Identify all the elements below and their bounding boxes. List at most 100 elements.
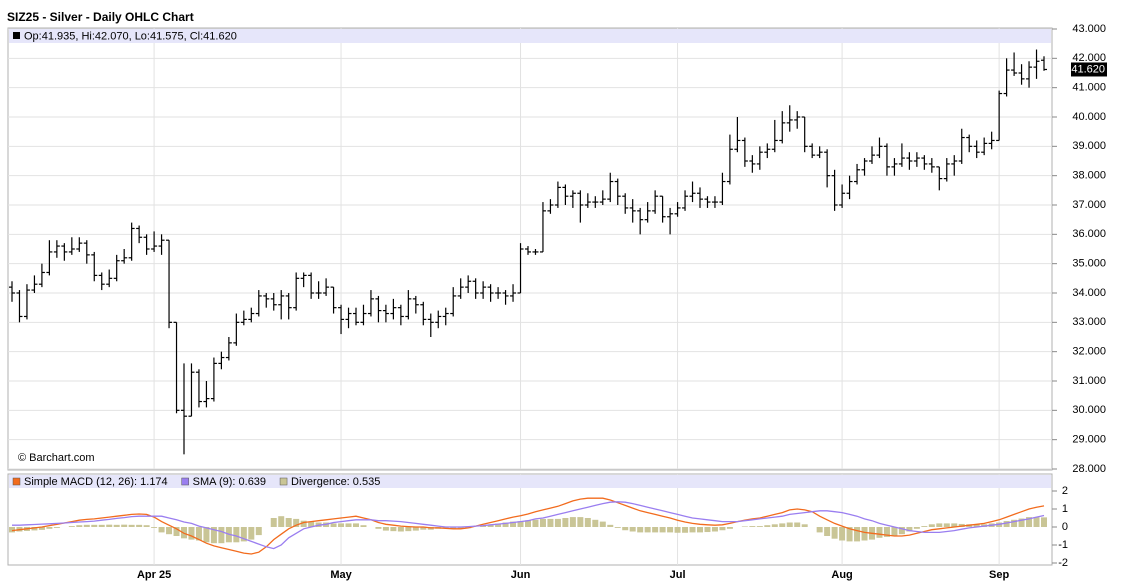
divergence-bar [711,527,718,532]
divergence-bar [121,524,128,527]
divergence-bar [1011,519,1018,527]
divergence-bar [166,527,173,535]
chart-title: SIZ25 - Silver - Daily OHLC Chart [7,10,194,24]
divergence-bar [83,524,90,527]
legend-swatch [181,477,189,486]
last-price-box [1071,62,1107,77]
macd-line [11,497,1045,555]
divergence-bar [816,527,823,533]
divergence-bar [255,527,262,536]
divergence-bar [973,524,980,527]
divergence-bar [420,527,427,530]
divergence-bar [644,527,651,533]
divergence-bar [629,527,636,532]
x-tick-label: Apr 25 [137,569,171,581]
divergence-bar [173,527,180,536]
divergence-bar [622,527,629,531]
ohlc-legend: Op:41.935, Hi:42.070, Lo:41.575, Cl:41.6… [24,30,237,42]
divergence-bar [495,523,502,527]
divergence-bar [91,524,98,527]
divergence-bar [592,519,599,527]
divergence-bar [697,527,703,533]
divergence-bar [577,517,584,527]
divergence-bar [659,527,666,533]
divergence-bar [195,527,202,541]
divergence-bar [898,527,905,535]
divergence-bar [360,525,367,527]
legend-label: Divergence: 0.535 [291,476,380,488]
x-tick-label: Aug [831,569,852,581]
divergence-bar [599,521,606,527]
y-tick-label: 32.000 [1072,346,1106,358]
divergence-bar [525,520,531,527]
y-tick-label: 35.000 [1072,258,1106,270]
legend-swatch [12,477,21,486]
divergence-bar [106,524,113,527]
y-tick-label: 34.000 [1072,287,1106,299]
divergence-bar [151,527,158,528]
legend-band [9,29,1051,43]
divergence-bar [861,527,868,541]
divergence-bar [906,527,913,532]
divergence-bar [457,527,464,529]
x-tick-label: Jun [511,569,531,581]
divergence-bar [285,518,292,527]
divergence-bar [547,518,554,527]
divergence-bar [794,522,801,527]
divergence-bar [637,527,644,533]
divergence-bar [532,519,539,527]
divergence-bar [338,523,345,527]
divergence-bar [951,523,958,527]
divergence-bar [412,527,419,531]
divergence-bar [345,523,352,527]
y-tick-label: 39.000 [1072,140,1106,152]
x-tick-label: Jul [670,569,686,581]
divergence-bar [883,527,890,537]
divergence-bar [330,523,337,527]
divergence-bar [569,517,576,527]
divergence-bar [53,527,60,528]
divergence-bar [771,524,778,527]
y-tick-label: 30.000 [1072,404,1106,416]
divergence-bar [1018,518,1025,527]
divergence-bar [554,518,561,527]
y-tick-label: 28.000 [1072,463,1106,475]
divergence-bar [756,526,763,527]
divergence-bar [308,521,315,527]
divergence-bar [240,527,247,542]
divergence-bar [300,520,307,527]
divergence-bar [502,522,509,527]
divergence-bar [682,527,689,533]
divergence-bar [891,527,898,536]
divergence-bar [674,527,681,533]
divergence-bar [38,527,45,530]
divergence-bar [397,527,404,532]
x-tick-label: Sep [989,569,1009,581]
legend-swatch [13,32,20,39]
y-tick-label: 33.000 [1072,316,1106,328]
y-tick-label: 40.000 [1072,111,1106,123]
divergence-bar [270,518,277,527]
macd-line [12,501,1045,550]
legend-swatch [279,477,288,486]
legend-label: SMA (9): 0.639 [193,476,266,488]
divergence-bar [158,527,165,533]
divergence-bar [779,523,786,527]
divergence-bar [786,522,793,527]
divergence-bar [943,523,950,527]
divergence-bar [68,526,75,527]
divergence-bar [248,527,255,540]
y-tick-label: 2 [1062,485,1068,497]
divergence-bar [562,518,569,527]
divergence-bar [846,527,853,542]
divergence-bar [831,527,838,539]
legend-band [9,475,1051,488]
divergence-bar [128,524,135,527]
divergence-bar [487,524,494,527]
divergence-bar [704,527,711,533]
plot-background [7,27,1053,471]
y-tick-label: 31.000 [1072,375,1106,387]
divergence-bar [510,521,517,527]
divergence-bar [382,527,389,531]
